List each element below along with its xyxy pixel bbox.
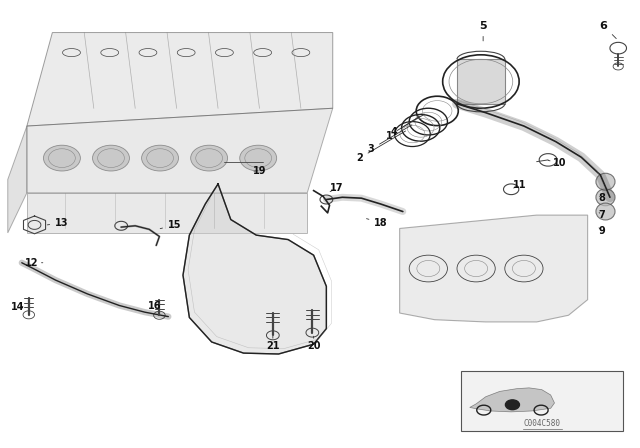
Polygon shape	[27, 108, 333, 193]
Text: 3: 3	[367, 125, 412, 154]
Ellipse shape	[93, 145, 129, 171]
Text: 8: 8	[598, 193, 605, 203]
Text: 4: 4	[390, 114, 425, 137]
Polygon shape	[8, 126, 27, 233]
Text: 16: 16	[148, 301, 161, 311]
Text: 13: 13	[47, 218, 68, 228]
Text: 20: 20	[307, 336, 321, 351]
Ellipse shape	[240, 145, 276, 171]
Text: 19: 19	[253, 166, 267, 176]
Polygon shape	[457, 59, 505, 104]
Polygon shape	[27, 193, 307, 233]
FancyBboxPatch shape	[461, 371, 623, 431]
Text: 17: 17	[330, 183, 343, 194]
Text: 1: 1	[385, 116, 420, 141]
Text: 12: 12	[25, 258, 43, 268]
Text: 2: 2	[356, 131, 406, 163]
Text: 14: 14	[12, 302, 25, 312]
Text: 10: 10	[548, 159, 566, 168]
Ellipse shape	[596, 203, 615, 220]
Text: 15: 15	[160, 220, 182, 230]
Text: 11: 11	[513, 180, 527, 190]
Text: 9: 9	[598, 226, 605, 236]
Polygon shape	[399, 215, 588, 322]
Text: 7: 7	[598, 210, 605, 220]
Text: 21: 21	[266, 336, 280, 351]
Text: 5: 5	[479, 21, 487, 41]
Text: C004C580: C004C580	[524, 419, 561, 428]
Polygon shape	[27, 33, 333, 126]
Ellipse shape	[596, 189, 615, 206]
Text: 6: 6	[600, 21, 616, 39]
Polygon shape	[183, 184, 326, 354]
Ellipse shape	[191, 145, 228, 171]
Ellipse shape	[596, 173, 615, 190]
Polygon shape	[470, 388, 554, 412]
Ellipse shape	[44, 145, 81, 171]
Circle shape	[506, 400, 520, 409]
Ellipse shape	[141, 145, 179, 171]
Text: 18: 18	[367, 218, 388, 228]
